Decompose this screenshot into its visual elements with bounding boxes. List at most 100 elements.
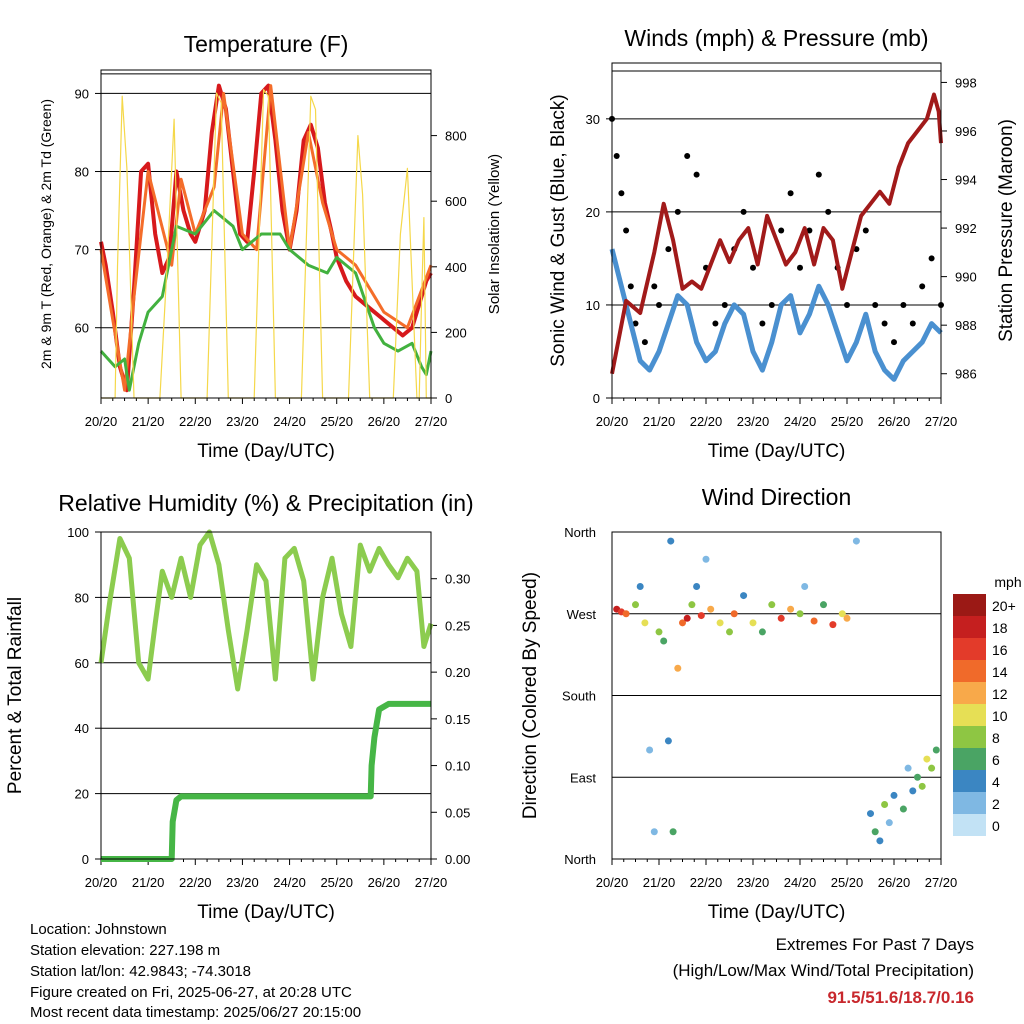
dir-y-tick-label: North	[564, 525, 596, 540]
colorbar-swatch	[953, 682, 986, 704]
rh-y-tick-label: 0	[82, 852, 89, 867]
temp-y2-tick-label: 200	[445, 325, 467, 340]
rh-x-axis-label: Time (Day/UTC)	[197, 902, 335, 923]
dir-chart-title: Wind Direction	[702, 484, 852, 510]
temp-y-tick-label: 90	[75, 86, 89, 101]
colorbar-label: 20+	[992, 598, 1016, 614]
colorbar-label: 10	[992, 708, 1008, 724]
colorbar-swatch	[953, 616, 986, 638]
winds-gust-point	[844, 301, 850, 308]
dir-y-axis-label: Direction (Colored By Speed)	[520, 572, 541, 819]
winds-y-tick-label: 30	[586, 112, 600, 127]
winds-y2-tick-label: 994	[955, 173, 977, 188]
winds-y2-tick-label: 986	[955, 367, 977, 382]
dir-point	[667, 537, 675, 545]
winds-gust-point	[768, 301, 775, 308]
dir-point	[777, 614, 785, 622]
winds-gust-point	[651, 283, 658, 290]
extremes-subtitle: (High/Low/Max Wind/Total Precipitation)	[672, 961, 974, 980]
dir-point	[646, 746, 654, 754]
rh-y2-tick-label: 0.00	[445, 852, 470, 867]
dir-point	[838, 610, 846, 618]
temp-temp_9m-line	[99, 83, 433, 393]
winds-gust-point	[778, 227, 785, 234]
rh-y-tick-label: 20	[75, 787, 89, 802]
winds-gust-point	[909, 320, 916, 327]
colorbar-label: 6	[992, 752, 1000, 768]
temp-x-tick-label: 24/20	[273, 414, 306, 429]
dir-point	[871, 828, 879, 836]
dir-plot-frame	[611, 531, 942, 860]
dir-point	[650, 828, 658, 836]
winds-gust-point	[674, 208, 681, 215]
colorbar-swatch	[953, 792, 986, 814]
winds-gust-point	[750, 264, 756, 271]
winds-x-tick-label: 21/20	[643, 414, 676, 429]
colorbar-swatch	[953, 770, 986, 792]
winds-y2-tick-label: 988	[955, 318, 977, 333]
colorbar-swatch	[953, 594, 986, 616]
dir-y-tick-label: East	[570, 770, 596, 785]
dir-point	[820, 601, 827, 609]
dir-point	[928, 764, 936, 772]
dir-point	[801, 583, 809, 590]
dir-y-tick-label: South	[562, 689, 596, 704]
temp-x-tick-label: 26/20	[368, 414, 401, 429]
dir-point	[730, 610, 738, 618]
dir-y-tick-label: North	[564, 852, 596, 867]
dir-point	[655, 628, 663, 636]
dir-point	[716, 619, 724, 627]
dir-point	[852, 537, 860, 545]
rh-x-tick-label: 20/20	[85, 875, 118, 890]
winds-y2-tick-label: 992	[955, 221, 977, 236]
dir-point	[641, 619, 649, 627]
rh-y2-tick-label: 0.20	[445, 665, 470, 680]
temp-x-tick-label: 27/20	[415, 414, 448, 429]
temp-y2-tick-label: 0	[445, 391, 452, 406]
timestamp-label: Most recent data timestamp: 2025/06/27 2…	[30, 1004, 362, 1021]
winds-gust-point	[759, 320, 766, 327]
winds-x-tick-label: 25/20	[831, 414, 864, 429]
temp-x-tick-label: 25/20	[320, 414, 353, 429]
dir-point	[707, 605, 715, 613]
winds-gust-point	[891, 339, 897, 346]
dir-point	[688, 601, 696, 609]
winds-gust-point	[618, 190, 625, 197]
temp-y-tick-label: 70	[75, 243, 89, 258]
winds-pressure-line	[610, 92, 943, 375]
colorbar-unit-label: mph	[994, 574, 1021, 590]
location-label: Location: Johnstown	[30, 921, 167, 938]
winds-y-axis-label: Sonic Wind & Gust (Blue, Black)	[548, 94, 569, 366]
winds-gust-point	[872, 301, 879, 308]
colorbar-swatch	[953, 660, 986, 682]
winds-gust-point	[881, 320, 888, 327]
dir-point	[796, 610, 804, 618]
winds-y-tick-label: 20	[586, 205, 600, 220]
dir-point	[664, 737, 672, 745]
winds-y-tick-label: 10	[586, 298, 600, 313]
rh-y2-tick-label: 0.05	[445, 805, 470, 820]
rh-rh-line	[98, 529, 434, 692]
winds-gust-point	[797, 264, 803, 271]
dir-point	[918, 782, 926, 790]
winds-gust-point	[665, 246, 672, 253]
dir-point	[702, 555, 710, 563]
colorbar-label: 0	[992, 818, 1000, 834]
winds-gust-point	[900, 301, 907, 308]
dir-point	[679, 619, 686, 627]
temp-y2-tick-label: 800	[445, 129, 467, 144]
winds-gust-point	[740, 208, 747, 215]
winds-plot-frame	[611, 62, 942, 399]
temp-y2-axis-label: Solar Insolation (Yellow)	[486, 154, 503, 314]
winds-y-tick-label: 0	[593, 391, 600, 406]
temp-y-tick-label: 80	[75, 165, 89, 180]
dir-point	[881, 801, 889, 808]
winds-gust-point	[623, 227, 630, 234]
winds-x-tick-label: 26/20	[878, 414, 911, 429]
rh-y-tick-label: 60	[75, 656, 89, 671]
rh-x-tick-label: 24/20	[273, 875, 306, 890]
rh-x-tick-label: 26/20	[368, 875, 401, 890]
dir-point	[909, 787, 917, 795]
extremes-values: 91.5/51.6/18.7/0.16	[827, 988, 974, 1007]
dir-point	[697, 612, 705, 620]
